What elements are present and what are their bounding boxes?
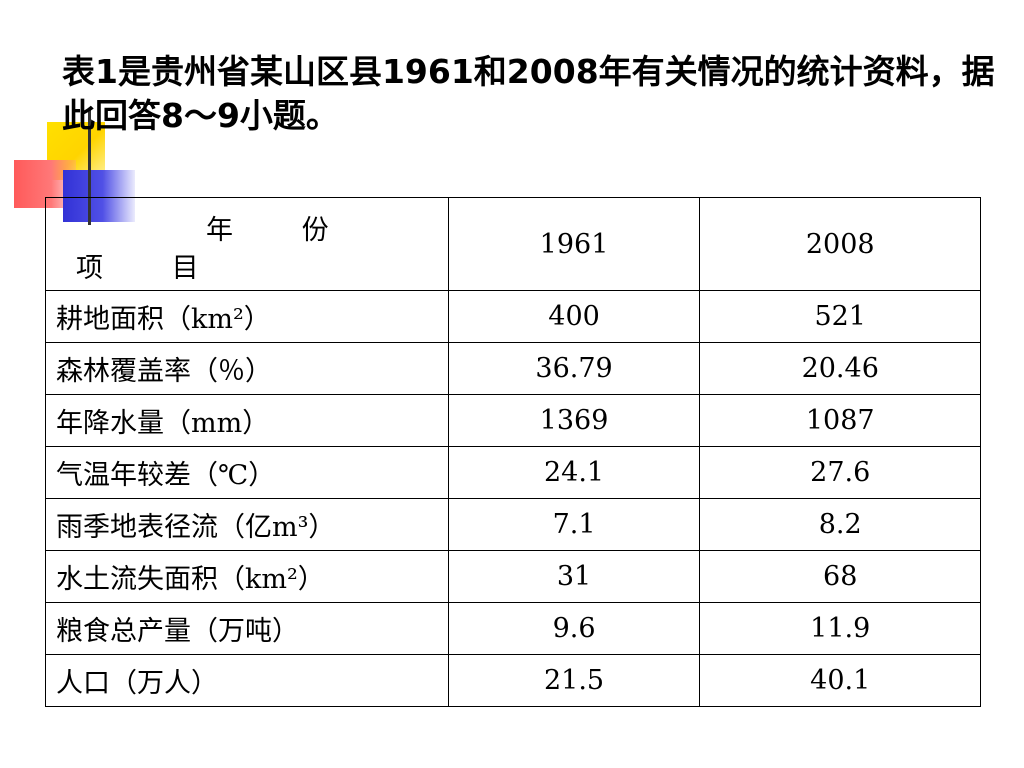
table-row: 气温年较差（℃） 24.1 27.6 <box>45 446 981 499</box>
cell-2008: 521 <box>699 290 981 343</box>
statistics-table: 年 份 项 目 1961 2008 耕地面积（km²） 400 521 森林覆盖… <box>45 197 981 707</box>
decor-vertical-line <box>88 110 91 225</box>
header-year-2008: 2008 <box>699 197 981 291</box>
header-item-label: 项 目 <box>76 253 229 284</box>
table-row: 森林覆盖率（％） 36.79 20.46 <box>45 342 981 395</box>
row-label: 森林覆盖率（％） <box>45 342 449 395</box>
cell-2008: 20.46 <box>699 342 981 395</box>
table-row: 年降水量（mm） 1369 1087 <box>45 394 981 447</box>
cell-1961: 21.5 <box>447 654 701 707</box>
row-label: 粮食总产量（万吨） <box>45 602 449 655</box>
cell-2008: 8.2 <box>699 498 981 551</box>
row-label: 气温年较差（℃） <box>45 446 449 499</box>
cell-2008: 1087 <box>699 394 981 447</box>
row-label: 耕地面积（km²） <box>45 290 449 343</box>
header-year-label: 年 份 <box>206 215 359 246</box>
table-row: 雨季地表径流（亿m³） 7.1 8.2 <box>45 498 981 551</box>
cell-1961: 24.1 <box>447 446 701 499</box>
diagonal-header-cell: 年 份 项 目 <box>45 197 449 291</box>
table-row: 粮食总产量（万吨） 9.6 11.9 <box>45 602 981 655</box>
cell-2008: 27.6 <box>699 446 981 499</box>
table-row: 耕地面积（km²） 400 521 <box>45 290 981 343</box>
cell-1961: 400 <box>447 290 701 343</box>
cell-2008: 68 <box>699 550 981 603</box>
table-header-row: 年 份 项 目 1961 2008 <box>45 197 981 291</box>
table-row: 水土流失面积（km²） 31 68 <box>45 550 981 603</box>
header-year-1961: 1961 <box>447 197 701 291</box>
row-label: 水土流失面积（km²） <box>45 550 449 603</box>
table-row: 人口（万人） 21.5 40.1 <box>45 654 981 707</box>
question-title: 表1是贵州省某山区县1961和2008年有关情况的统计资料，据此回答8～9小题。 <box>62 52 995 135</box>
cell-2008: 11.9 <box>699 602 981 655</box>
cell-1961: 36.79 <box>447 342 701 395</box>
row-label: 年降水量（mm） <box>45 394 449 447</box>
row-label: 人口（万人） <box>45 654 449 707</box>
cell-1961: 31 <box>447 550 701 603</box>
row-label: 雨季地表径流（亿m³） <box>45 498 449 551</box>
cell-2008: 40.1 <box>699 654 981 707</box>
cell-1961: 9.6 <box>447 602 701 655</box>
cell-1961: 7.1 <box>447 498 701 551</box>
cell-1961: 1369 <box>447 394 701 447</box>
